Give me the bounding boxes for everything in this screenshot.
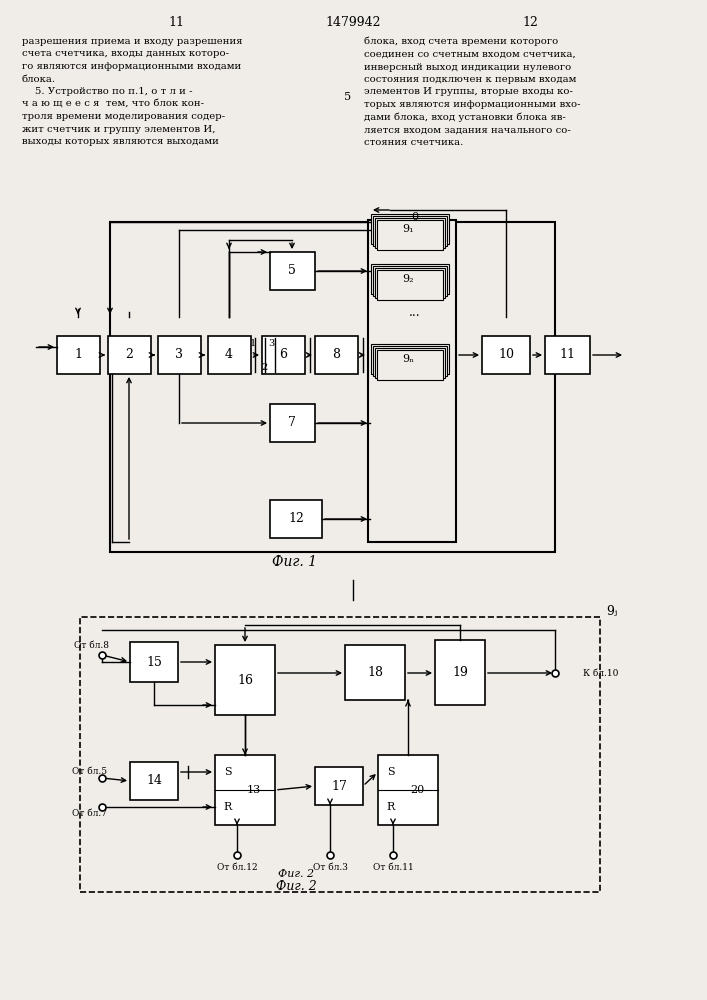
Text: 17: 17 — [331, 780, 347, 792]
Text: 0: 0 — [411, 212, 419, 222]
Text: От бл.5: От бл.5 — [72, 766, 107, 776]
Bar — [482, 336, 530, 374]
Text: Фиг. 2: Фиг. 2 — [278, 869, 314, 879]
Text: К бл.10: К бл.10 — [583, 668, 619, 678]
Text: От бл.7: От бл.7 — [73, 808, 107, 818]
Text: 19: 19 — [452, 666, 468, 680]
Bar — [375, 348, 445, 378]
Bar — [270, 252, 315, 290]
Text: 15: 15 — [146, 656, 162, 668]
Text: 11: 11 — [559, 349, 575, 361]
Text: 9₁: 9₁ — [402, 224, 414, 234]
Bar — [373, 266, 447, 296]
Text: 14: 14 — [146, 774, 162, 788]
Text: От бл.12: От бл.12 — [216, 862, 257, 871]
Text: 5: 5 — [288, 264, 296, 277]
Text: блока, вход счета времени которого
соединен со счетным входом счетчика,
инверсны: блока, вход счета времени которого соеди… — [364, 37, 580, 147]
Text: R: R — [387, 802, 395, 812]
Text: 1: 1 — [74, 349, 82, 361]
Bar — [545, 336, 590, 374]
Text: 9₂: 9₂ — [402, 274, 414, 284]
Text: R: R — [224, 802, 232, 812]
Bar — [375, 218, 445, 248]
Text: 8: 8 — [332, 349, 340, 361]
Text: 5: 5 — [344, 92, 351, 102]
Bar — [80, 617, 600, 892]
Bar — [377, 270, 443, 300]
Text: 3: 3 — [268, 338, 274, 348]
Text: 6: 6 — [279, 349, 287, 361]
Bar — [270, 500, 322, 538]
Text: 20: 20 — [410, 785, 424, 795]
Bar — [373, 346, 447, 376]
Bar — [130, 642, 178, 682]
Text: 10: 10 — [498, 349, 514, 361]
Bar — [215, 645, 275, 715]
Text: 11: 11 — [168, 16, 184, 29]
Text: 2: 2 — [262, 362, 268, 371]
Bar — [377, 350, 443, 380]
Bar — [345, 645, 405, 700]
Text: 9ⱼ: 9ⱼ — [607, 605, 618, 618]
Bar — [371, 344, 449, 374]
Bar — [373, 216, 447, 246]
Bar — [435, 640, 485, 705]
Bar — [130, 762, 178, 800]
Bar — [375, 268, 445, 298]
Bar — [315, 336, 358, 374]
Bar — [108, 336, 151, 374]
Text: 4: 4 — [225, 349, 233, 361]
Bar — [57, 336, 100, 374]
Text: 12: 12 — [288, 512, 304, 526]
Bar — [377, 220, 443, 250]
Bar — [215, 755, 275, 825]
Text: От бл.11: От бл.11 — [373, 862, 414, 871]
Text: От бл.3: От бл.3 — [312, 862, 347, 871]
Text: Фиг. 2: Фиг. 2 — [276, 880, 316, 894]
Bar — [378, 755, 438, 825]
Text: S: S — [387, 767, 395, 777]
Text: 12: 12 — [522, 16, 538, 29]
Text: 9ₙ: 9ₙ — [402, 354, 414, 364]
Bar — [158, 336, 201, 374]
Bar — [371, 214, 449, 244]
Text: 18: 18 — [367, 666, 383, 680]
Text: 3: 3 — [175, 349, 183, 361]
Bar — [270, 404, 315, 442]
Text: ...: ... — [409, 306, 421, 318]
Bar — [371, 264, 449, 294]
Text: S: S — [224, 767, 232, 777]
Text: 1: 1 — [250, 338, 256, 348]
Text: От бл.8: От бл.8 — [74, 641, 110, 650]
Text: 2: 2 — [125, 349, 133, 361]
Text: Фиг. 1: Фиг. 1 — [272, 555, 317, 569]
Text: 16: 16 — [237, 674, 253, 686]
Bar — [368, 220, 456, 542]
Bar — [208, 336, 251, 374]
Text: 7: 7 — [288, 416, 296, 430]
Text: 1479942: 1479942 — [325, 16, 381, 29]
Bar — [110, 222, 555, 552]
Bar — [262, 336, 305, 374]
Text: разрешения приема и входу разрешения
счета счетчика, входы данных которо-
го явл: разрешения приема и входу разрешения сче… — [22, 37, 243, 146]
Text: 13: 13 — [247, 785, 261, 795]
Bar — [315, 767, 363, 805]
